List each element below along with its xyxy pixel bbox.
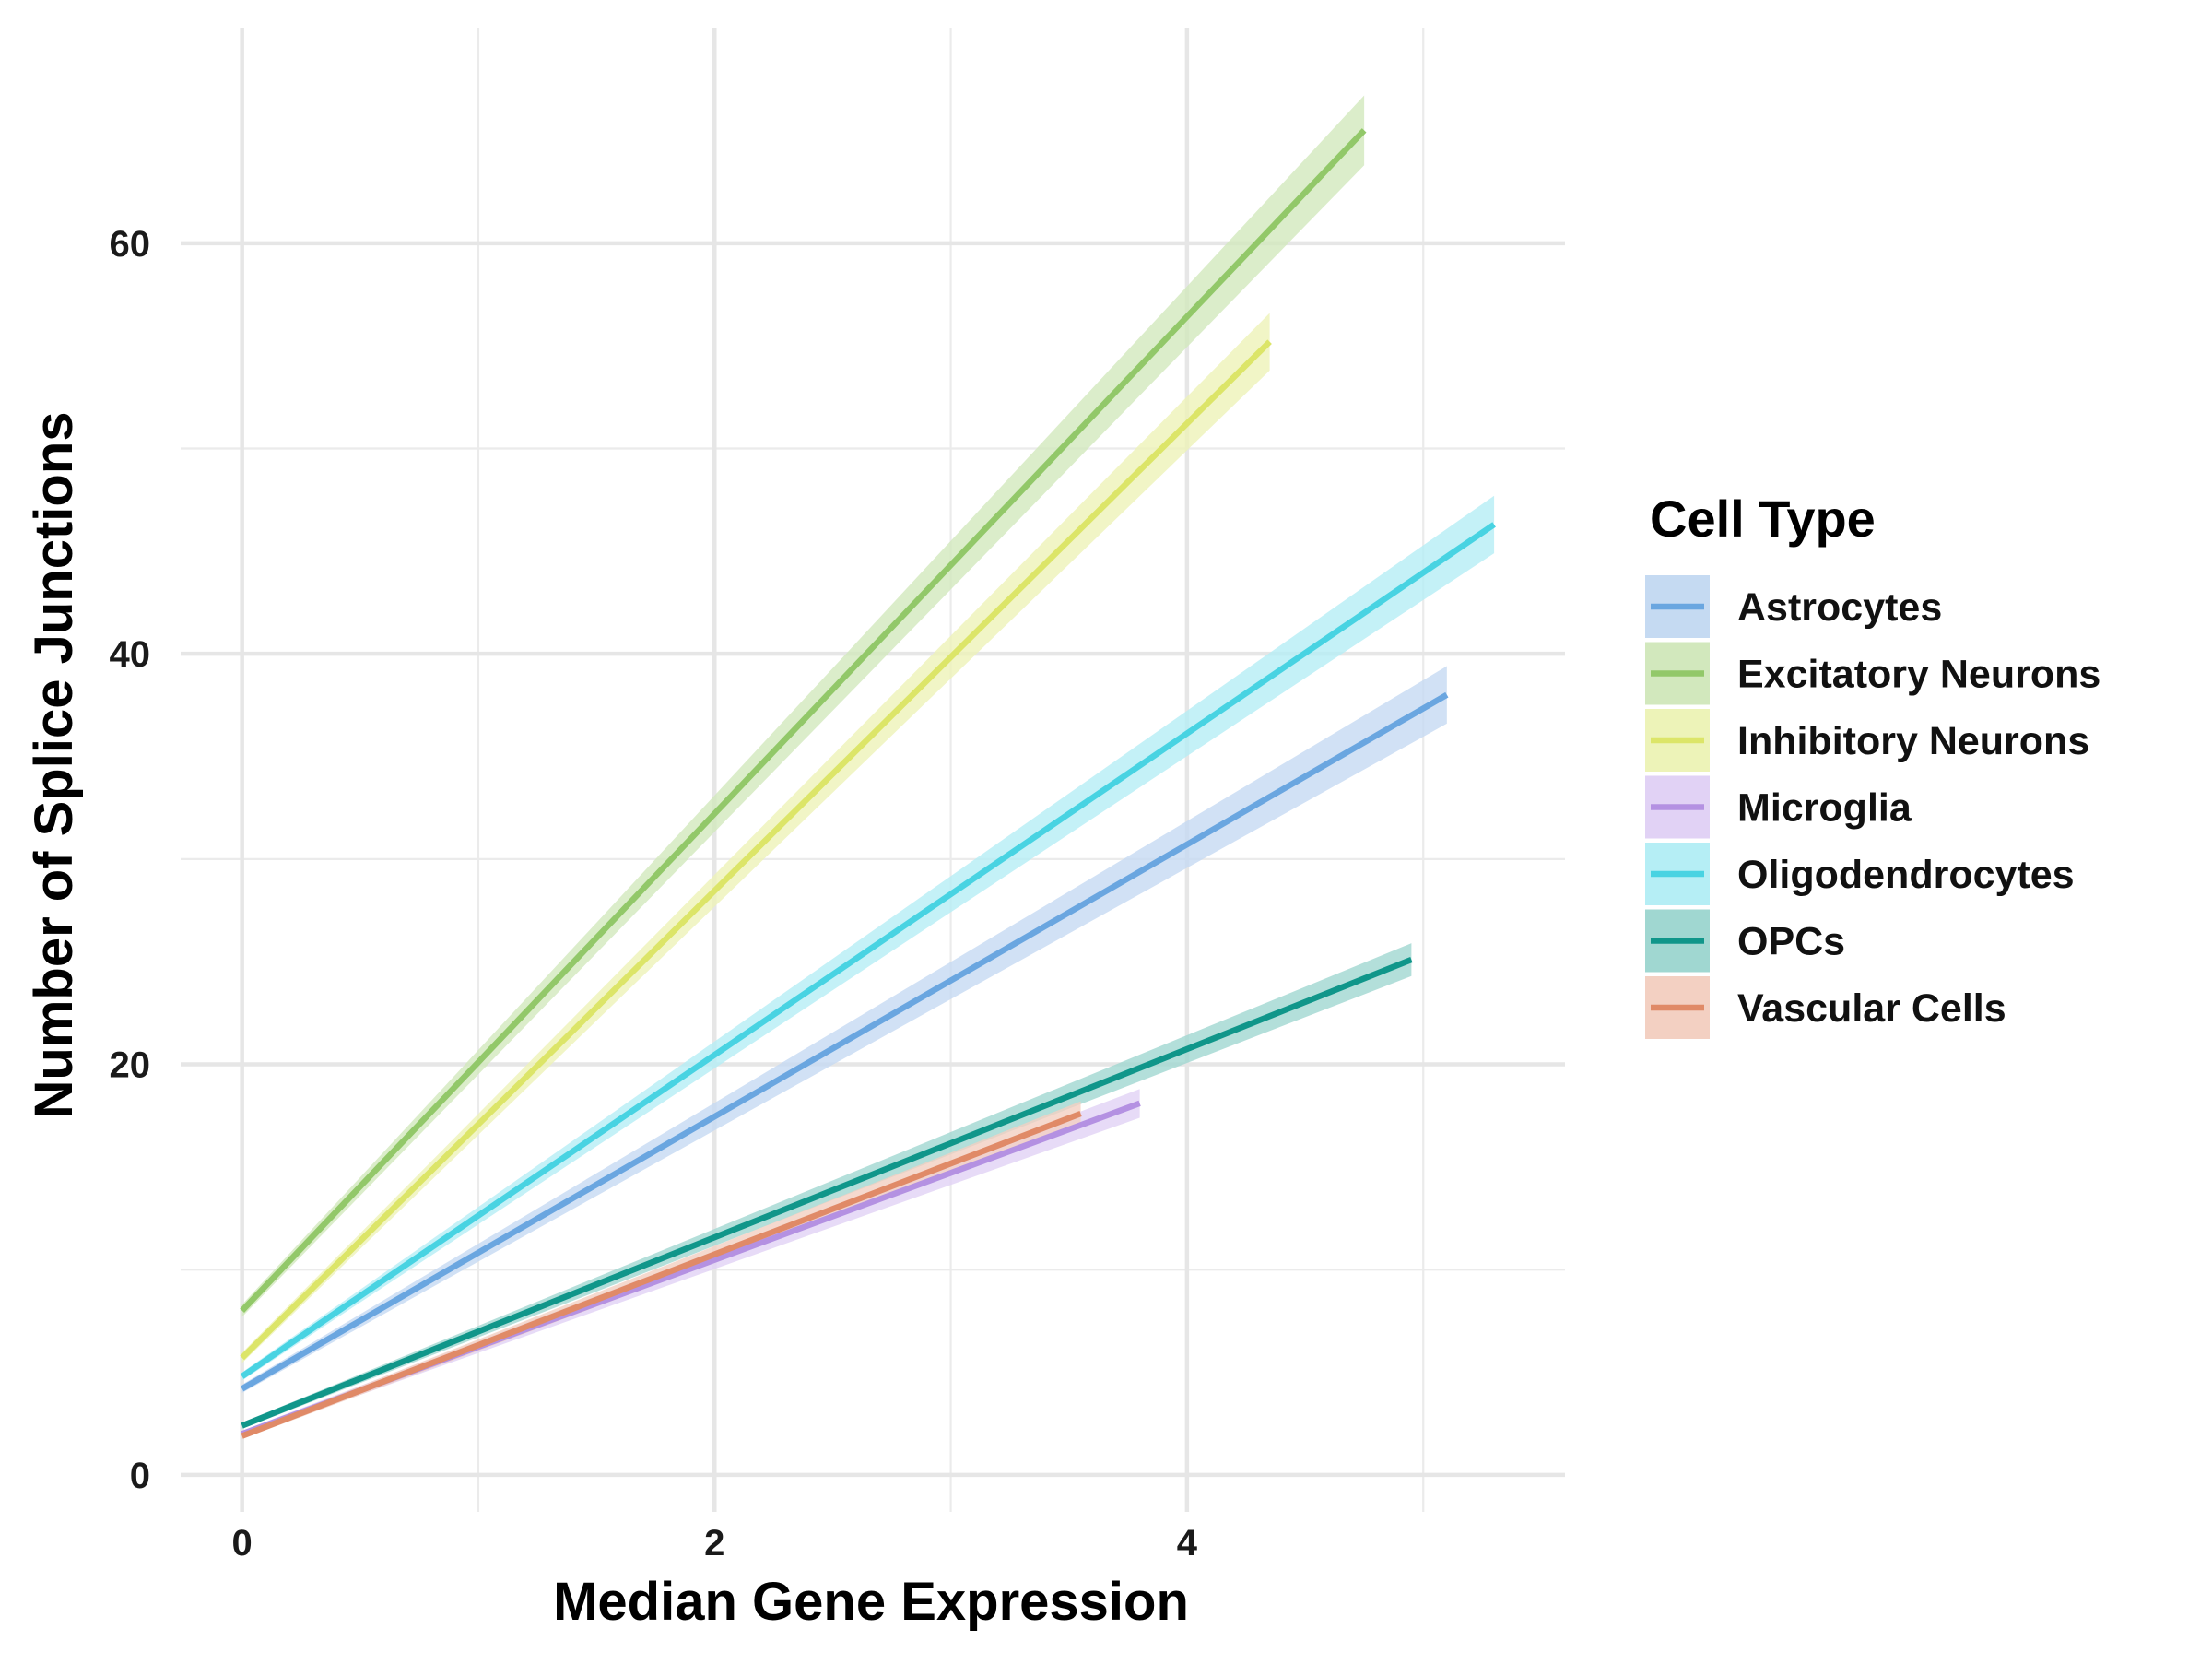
legend-item-inhibitory-neurons: Inhibitory Neurons xyxy=(1645,709,2089,772)
y-axis-title: Number of Splice Junctions xyxy=(24,412,84,1119)
ci-band-oligodendrocytes xyxy=(241,495,1495,1381)
legend-item-opcs: OPCs xyxy=(1645,909,1845,973)
legend-label: Excitatory Neurons xyxy=(1737,653,2100,697)
legend-label: Inhibitory Neurons xyxy=(1737,719,2089,763)
legend-item-oligodendrocytes: Oligodendrocytes xyxy=(1645,843,2075,905)
legend-label: OPCs xyxy=(1737,920,1845,964)
legend: Cell Type Astrocytes Excitatory Neurons In… xyxy=(1645,490,2100,1039)
x-tick-label: 4 xyxy=(1177,1523,1198,1564)
series-line-astrocytes xyxy=(241,691,1449,1392)
legend-item-microglia: Microglia xyxy=(1645,775,1912,839)
x-axis-title: Median Gene Expression xyxy=(553,1572,1189,1632)
y-tick-label: 60 xyxy=(110,224,151,265)
y-tick-label: 40 xyxy=(110,634,151,675)
x-tick-label: 0 xyxy=(232,1523,253,1564)
legend-item-excitatory-neurons: Excitatory Neurons xyxy=(1645,642,2100,705)
legend-label: Microglia xyxy=(1737,786,1912,831)
series-line-opcs xyxy=(241,956,1413,1429)
legend-item-astrocytes: Astrocytes xyxy=(1645,575,1942,638)
series-line-vascular-cells xyxy=(241,1110,1082,1439)
x-tick-label: 2 xyxy=(704,1523,724,1564)
tick-labels: 0 20 40 60 0 2 4 xyxy=(110,224,1198,1564)
series-line-excitatory-neurons xyxy=(240,128,1367,1314)
series-lines xyxy=(240,128,1496,1439)
legend-label: Astrocytes xyxy=(1737,585,1942,630)
y-tick-label: 0 xyxy=(130,1456,150,1496)
legend-title: Cell Type xyxy=(1650,490,1876,548)
confidence-bands xyxy=(241,95,1495,1439)
y-tick-label: 20 xyxy=(110,1045,151,1086)
legend-label: Oligodendrocytes xyxy=(1737,853,2075,897)
series-line-oligodendrocytes xyxy=(240,522,1496,1379)
legend-item-vascular-cells: Vascular Cells xyxy=(1645,976,2006,1039)
legend-label: Vascular Cells xyxy=(1737,986,2006,1031)
ci-band-astrocytes xyxy=(241,666,1447,1393)
series-line-inhibitory-neurons xyxy=(240,339,1272,1361)
